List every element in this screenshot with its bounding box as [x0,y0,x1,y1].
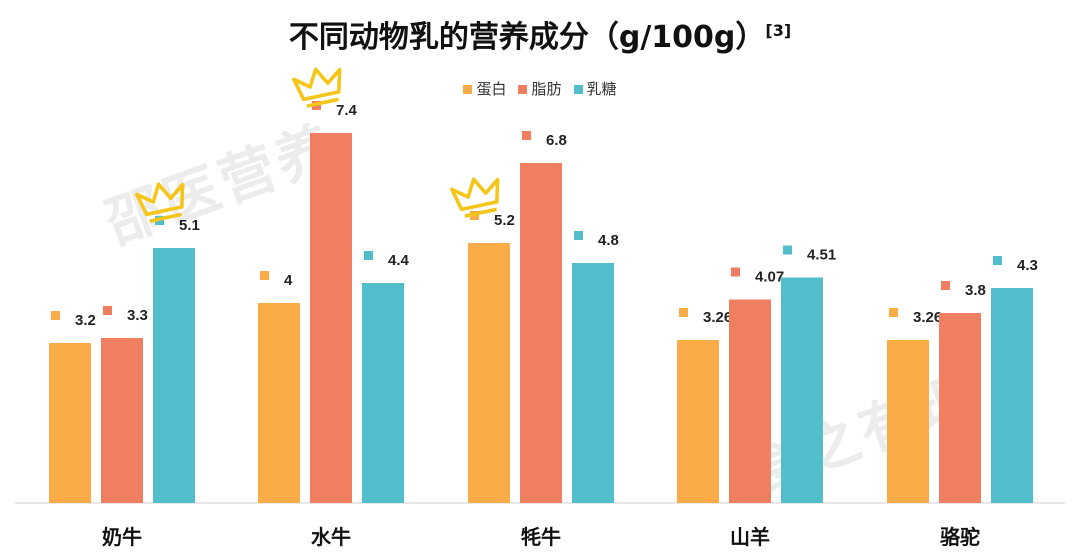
bar [520,163,562,503]
bar [101,338,143,503]
label-marker [941,281,950,290]
bar [939,313,981,503]
data-label: 6.8 [546,132,567,149]
bar [49,343,91,503]
data-label: 4.07 [755,269,784,286]
data-label: 3.3 [127,307,148,324]
bar [572,263,614,503]
bar [362,283,404,503]
bar [310,133,352,503]
data-label: 3.26 [913,309,942,326]
data-label: 4.4 [388,252,410,269]
title-reference: [3] [765,21,792,40]
label-marker [889,308,898,317]
legend-item: 蛋白 [463,78,506,99]
data-label: 3.8 [965,282,986,299]
data-label: 5.1 [179,217,200,234]
data-label: 4 [284,272,293,289]
label-marker [51,311,60,320]
bar [153,248,195,503]
label-marker [522,131,531,140]
legend-label: 脂肪 [531,80,562,98]
label-marker [731,267,740,277]
legend-swatch [518,85,528,94]
data-label: 4.8 [598,232,619,249]
legend-item: 脂肪 [518,78,562,99]
legend: 蛋白 脂肪 乳糖 [0,78,1080,99]
data-label: 3.26 [703,309,732,326]
bar [887,340,929,503]
crown-icon [135,182,185,223]
label-marker [993,256,1002,265]
title-text: 不同动物乳的营养成分（g/100g） [288,20,766,55]
legend-swatch [463,85,473,94]
x-tick-label: 骆驼 [940,525,980,549]
data-label: 4.3 [1017,257,1038,274]
bar [991,288,1033,503]
crown-icon [450,177,500,218]
x-tick-label: 牦牛 [521,525,561,549]
bar [258,303,300,503]
bar [729,299,771,503]
bar [781,277,823,503]
bar [468,243,510,503]
data-label: 7.4 [336,102,358,119]
label-marker [103,306,112,315]
legend-label: 蛋白 [476,80,507,98]
x-tick-label: 水牛 [311,525,351,549]
legend-swatch [573,85,583,94]
crown-icon [292,67,342,108]
x-tick-label: 奶牛 [102,525,142,549]
data-label: 3.2 [75,312,96,329]
label-marker [574,231,583,240]
bar [677,340,719,503]
chart-title: 不同动物乳的营养成分（g/100g）[3] [0,12,1080,56]
data-label: 4.51 [807,247,836,264]
legend-item: 乳糖 [573,78,617,99]
legend-label: 乳糖 [586,80,617,98]
label-marker [364,251,373,260]
label-marker [783,245,792,255]
label-marker [679,308,688,317]
label-marker [260,271,269,280]
data-label: 5.2 [494,212,515,229]
x-tick-label: 山羊 [730,525,770,549]
